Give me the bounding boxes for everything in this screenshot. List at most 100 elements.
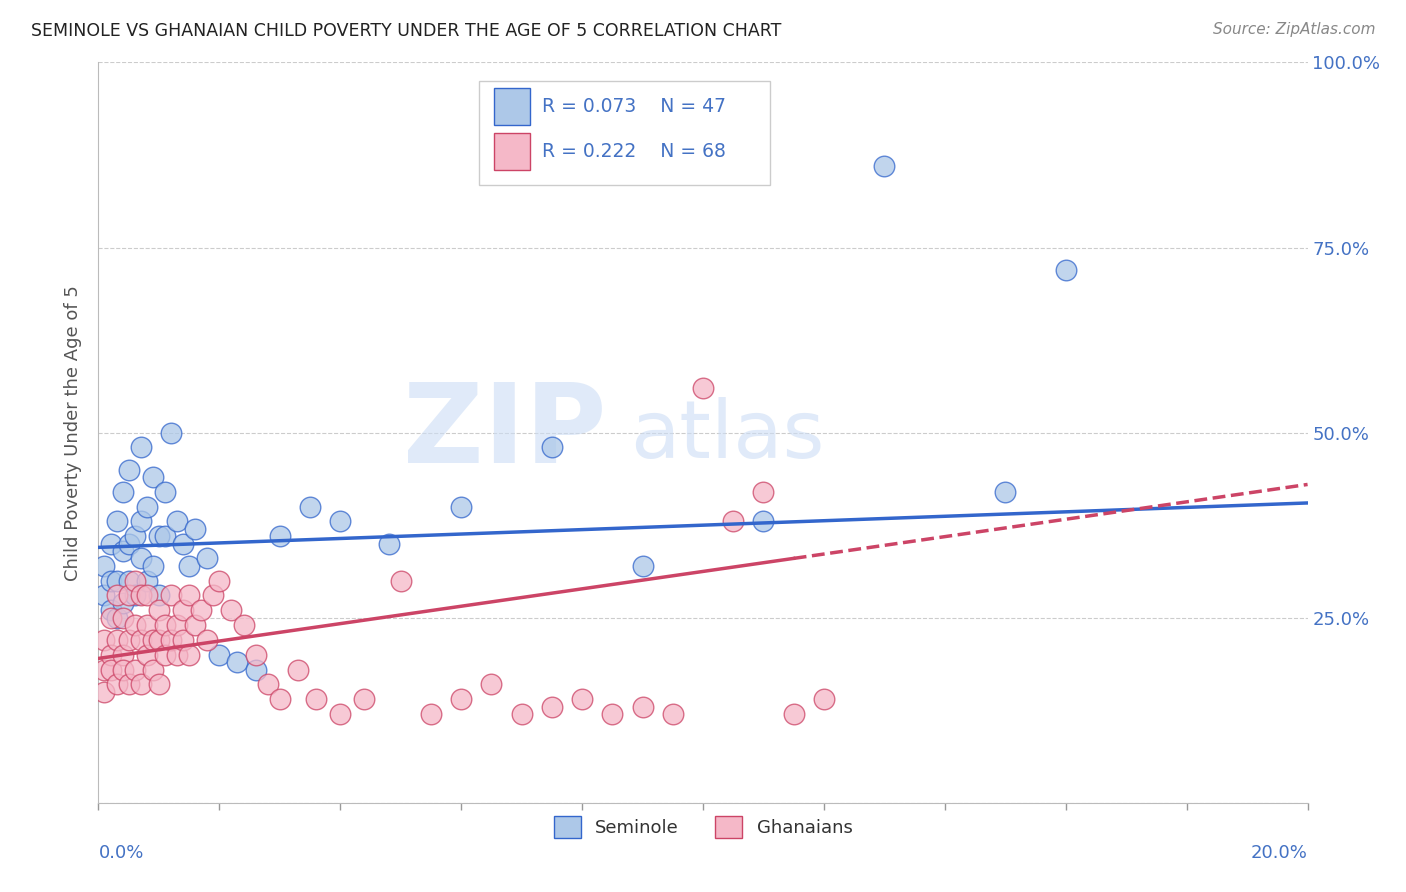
- Point: [172, 536, 194, 550]
- Point: [232, 618, 254, 632]
- Point: [118, 677, 141, 691]
- Point: [172, 603, 194, 617]
- Point: [166, 515, 188, 529]
- Point: [118, 536, 141, 550]
- Point: [481, 677, 503, 691]
- Point: [105, 632, 128, 647]
- Point: [994, 484, 1017, 499]
- Point: [329, 515, 352, 529]
- Point: [93, 685, 115, 699]
- Point: [450, 692, 472, 706]
- Point: [153, 484, 176, 499]
- Text: atlas: atlas: [630, 397, 825, 475]
- Point: [153, 529, 176, 543]
- Point: [111, 484, 134, 499]
- Point: [135, 648, 157, 662]
- Point: [111, 544, 134, 558]
- Point: [142, 663, 165, 677]
- Point: [1054, 262, 1077, 277]
- Point: [245, 663, 267, 677]
- Point: [148, 529, 170, 543]
- Point: [631, 558, 654, 573]
- Point: [100, 663, 122, 677]
- Point: [166, 648, 188, 662]
- Point: [148, 603, 170, 617]
- Point: [813, 692, 835, 706]
- Point: [256, 677, 278, 691]
- Point: [172, 632, 194, 647]
- Point: [100, 603, 122, 617]
- Point: [190, 603, 212, 617]
- Point: [100, 536, 122, 550]
- Text: ZIP: ZIP: [404, 379, 606, 486]
- Y-axis label: Child Poverty Under the Age of 5: Child Poverty Under the Age of 5: [63, 285, 82, 581]
- Point: [179, 589, 201, 603]
- Point: [129, 515, 152, 529]
- Point: [389, 574, 412, 588]
- Point: [153, 618, 176, 632]
- Point: [111, 648, 134, 662]
- Point: [148, 589, 170, 603]
- FancyBboxPatch shape: [479, 81, 769, 185]
- Point: [142, 558, 165, 573]
- Point: [124, 574, 146, 588]
- Point: [135, 618, 157, 632]
- Text: R = 0.073    N = 47: R = 0.073 N = 47: [543, 97, 725, 116]
- Point: [129, 677, 152, 691]
- Point: [111, 596, 134, 610]
- Point: [245, 648, 267, 662]
- Point: [105, 677, 128, 691]
- Point: [420, 706, 443, 721]
- Point: [184, 618, 207, 632]
- Point: [692, 381, 714, 395]
- Point: [661, 706, 683, 721]
- Point: [195, 551, 218, 566]
- Point: [450, 500, 472, 514]
- Point: [160, 589, 183, 603]
- Point: [135, 589, 157, 603]
- Point: [299, 500, 322, 514]
- Point: [135, 500, 157, 514]
- Point: [124, 589, 146, 603]
- Point: [93, 663, 115, 677]
- Text: R = 0.222    N = 68: R = 0.222 N = 68: [543, 142, 725, 161]
- Point: [129, 441, 152, 455]
- Point: [148, 677, 170, 691]
- Point: [118, 462, 141, 476]
- Point: [208, 648, 231, 662]
- Point: [93, 632, 115, 647]
- Point: [93, 589, 115, 603]
- Point: [129, 632, 152, 647]
- Point: [353, 692, 375, 706]
- Point: [195, 632, 218, 647]
- Point: [510, 706, 533, 721]
- Point: [105, 589, 128, 603]
- Point: [105, 515, 128, 529]
- Point: [129, 551, 152, 566]
- Point: [184, 522, 207, 536]
- Point: [129, 589, 152, 603]
- Point: [305, 692, 328, 706]
- Point: [783, 706, 806, 721]
- Point: [100, 648, 122, 662]
- Point: [111, 610, 134, 624]
- Point: [631, 699, 654, 714]
- Point: [148, 632, 170, 647]
- Point: [179, 648, 201, 662]
- Text: 0.0%: 0.0%: [98, 844, 143, 862]
- Point: [752, 484, 775, 499]
- Bar: [494, 88, 530, 126]
- Point: [602, 706, 624, 721]
- Point: [111, 663, 134, 677]
- Point: [105, 610, 128, 624]
- Point: [540, 441, 562, 455]
- Point: [105, 574, 128, 588]
- Point: [124, 618, 146, 632]
- Text: 20.0%: 20.0%: [1251, 844, 1308, 862]
- Point: [100, 574, 122, 588]
- Text: SEMINOLE VS GHANAIAN CHILD POVERTY UNDER THE AGE OF 5 CORRELATION CHART: SEMINOLE VS GHANAIAN CHILD POVERTY UNDER…: [31, 22, 782, 40]
- Point: [166, 618, 188, 632]
- Point: [160, 425, 183, 440]
- Point: [221, 603, 243, 617]
- Point: [153, 648, 176, 662]
